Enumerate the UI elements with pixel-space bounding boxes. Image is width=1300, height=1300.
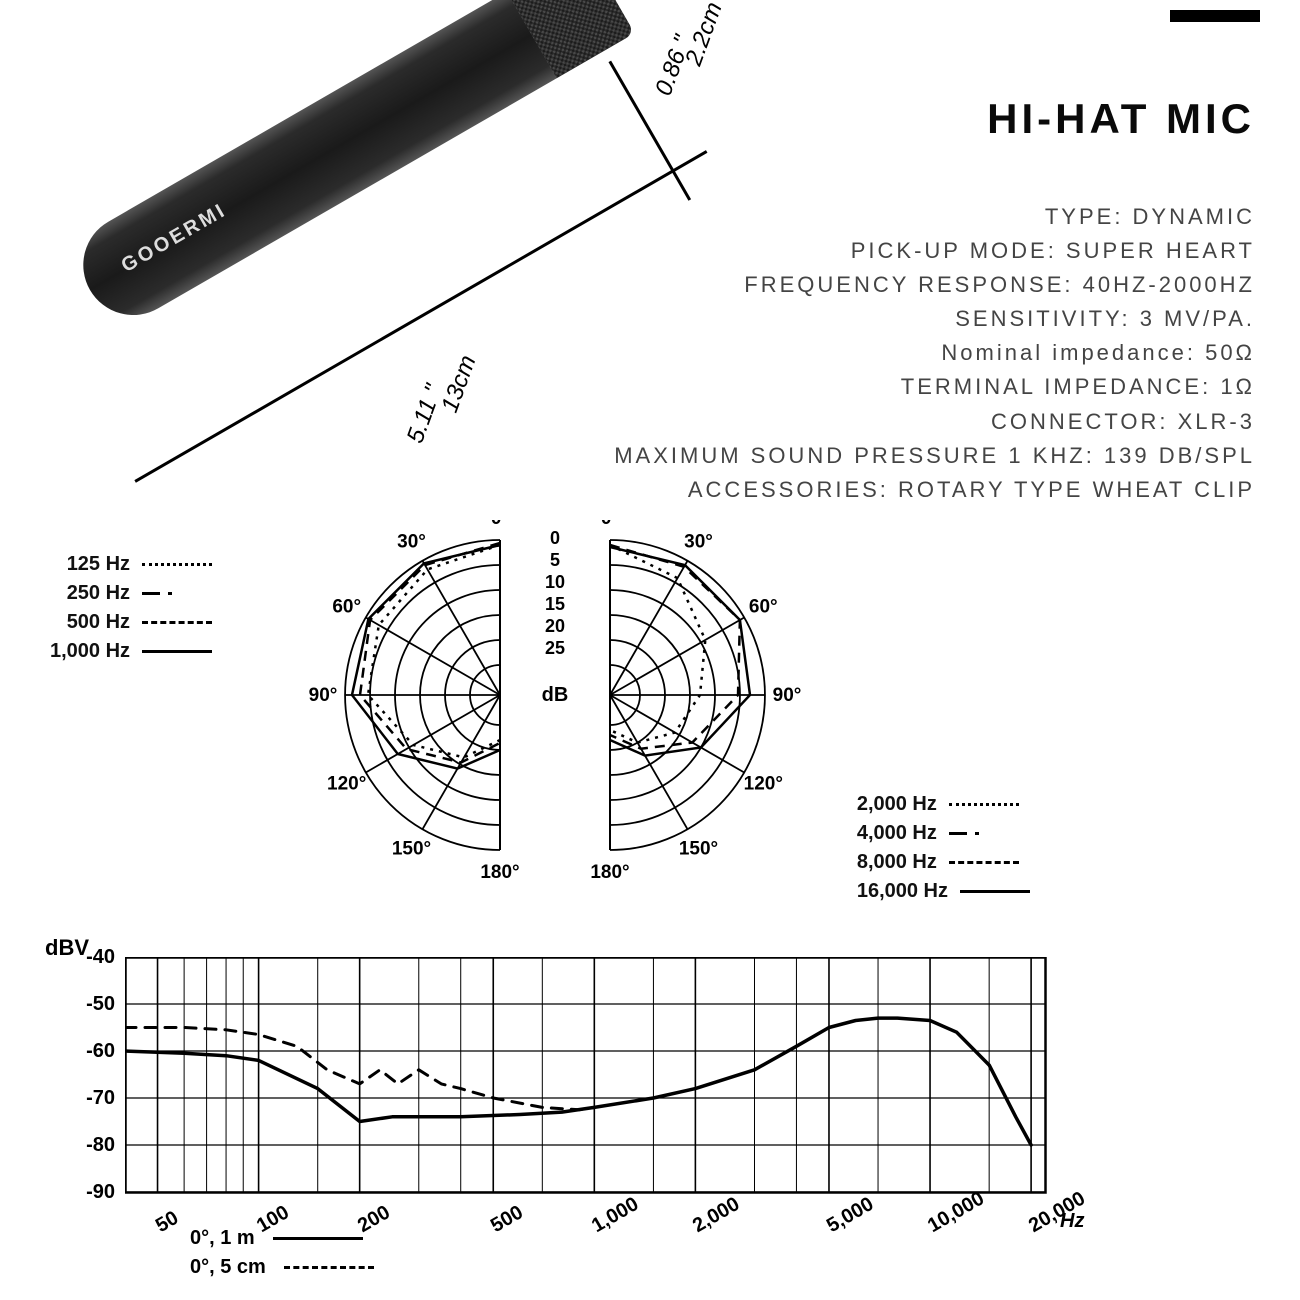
- svg-text:0: 0: [550, 528, 560, 548]
- svg-text:20: 20: [545, 616, 565, 636]
- mic-mesh: [507, 0, 635, 78]
- legend-swatch: [142, 621, 212, 624]
- freq-ytick: -50: [55, 993, 115, 1016]
- legend-swatch: [142, 563, 212, 566]
- svg-text:5: 5: [550, 550, 560, 570]
- svg-text:dB: dB: [542, 684, 569, 706]
- legend-label: 0°, 5 cm: [190, 1256, 266, 1279]
- legend-label: 250 Hz: [67, 579, 130, 608]
- legend-label: 16,000 Hz: [857, 877, 948, 906]
- polar-chart: 125 Hz 250 Hz 500 Hz 1,000 Hz 2,000 Hz 4…: [50, 520, 1030, 920]
- svg-text:25: 25: [545, 638, 565, 658]
- legend-swatch: [142, 650, 212, 653]
- freq-xtick: 1,000: [588, 1193, 643, 1238]
- freq-xtick: 5,000: [823, 1193, 878, 1238]
- svg-text:10: 10: [545, 572, 565, 592]
- freq-ytick: -70: [55, 1087, 115, 1110]
- freq-svg: [125, 957, 1047, 1194]
- mic-illustration: GOOERMI 13cm 5.11 " 2.2cm 0.86 ": [20, 40, 780, 500]
- legend-swatch: [949, 832, 1019, 835]
- freq-xtick: 2,000: [689, 1193, 744, 1238]
- freq-legend: 0°, 1 m 0°, 5 cm: [190, 1227, 374, 1285]
- svg-text:90°: 90°: [309, 685, 338, 706]
- freq-xtick: 10,000: [924, 1187, 988, 1238]
- svg-text:150°: 150°: [679, 838, 718, 859]
- freq-ytick: -80: [55, 1134, 115, 1157]
- frequency-response-chart: dBV -40-50-60-70-80-90 501002005001,0002…: [35, 935, 1075, 1295]
- svg-text:180°: 180°: [590, 862, 629, 883]
- svg-text:120°: 120°: [744, 774, 783, 795]
- legend-label: 1,000 Hz: [50, 637, 130, 666]
- legend-label: 0°, 1 m: [190, 1227, 255, 1250]
- svg-text:150°: 150°: [392, 838, 431, 859]
- product-title: HI-HAT MIC: [987, 95, 1255, 143]
- svg-text:60°: 60°: [332, 597, 361, 618]
- svg-text:0°: 0°: [491, 520, 509, 529]
- diameter-in-label: 0.86 ": [650, 32, 697, 100]
- freq-ytick: -40: [55, 946, 115, 969]
- mic-body: GOOERMI: [65, 0, 635, 333]
- length-in-label: 5.11 ": [402, 381, 449, 447]
- legend-label: 125 Hz: [67, 550, 130, 579]
- legend-label: 4,000 Hz: [857, 819, 937, 848]
- polar-svg: 0510152025 dB 0° 0° 30° 30° 60° 60° 90° 90° 120° 12…: [275, 520, 835, 900]
- length-cm-label: 13cm: [436, 352, 482, 417]
- svg-text:60°: 60°: [749, 597, 778, 618]
- svg-text:30°: 30°: [684, 532, 713, 553]
- legend-swatch: [949, 861, 1019, 864]
- legend-swatch: [949, 803, 1019, 806]
- svg-text:30°: 30°: [397, 532, 426, 553]
- polar-legend-left: 125 Hz 250 Hz 500 Hz 1,000 Hz: [50, 550, 212, 666]
- freq-xtick: 500: [487, 1201, 527, 1238]
- svg-text:120°: 120°: [327, 774, 366, 795]
- freq-ytick: -90: [55, 1181, 115, 1204]
- freq-xtick: 50: [152, 1207, 183, 1238]
- freq-ytick: -60: [55, 1040, 115, 1063]
- svg-text:90°: 90°: [773, 685, 802, 706]
- svg-text:15: 15: [545, 594, 565, 614]
- freq-x-unit: Hz: [1060, 1210, 1084, 1233]
- mic-brand-label: GOOERMI: [118, 199, 231, 278]
- svg-text:0°: 0°: [601, 520, 619, 529]
- decoration-bar: [1170, 10, 1260, 22]
- legend-label: 8,000 Hz: [857, 848, 937, 877]
- legend-swatch: [960, 890, 1030, 893]
- legend-swatch: [284, 1266, 374, 1269]
- polar-legend-right: 2,000 Hz 4,000 Hz 8,000 Hz 16,000 Hz: [857, 790, 1030, 906]
- legend-swatch: [273, 1237, 363, 1240]
- legend-label: 500 Hz: [67, 608, 130, 637]
- svg-text:180°: 180°: [480, 862, 519, 883]
- legend-label: 2,000 Hz: [857, 790, 937, 819]
- legend-swatch: [142, 592, 212, 595]
